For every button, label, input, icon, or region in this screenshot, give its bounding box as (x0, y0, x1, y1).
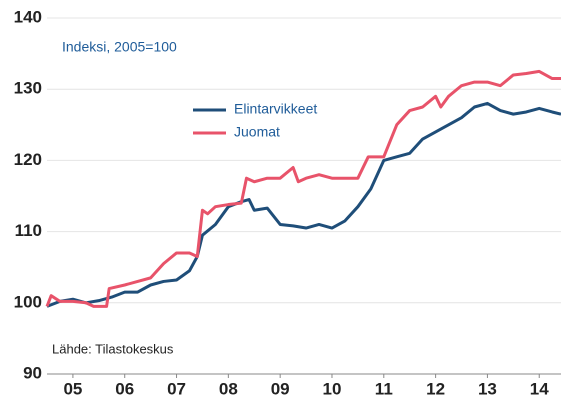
x-tick-label: 08 (219, 379, 238, 398)
legend-label: Elintarvikkeet (234, 101, 317, 117)
x-tick-label: 11 (375, 379, 393, 398)
x-tick-label: 10 (323, 379, 342, 398)
x-tick-label: 12 (426, 379, 445, 398)
y-tick-label: 140 (14, 7, 42, 26)
x-tick-label: 09 (271, 379, 290, 398)
x-tick-label: 05 (63, 379, 82, 398)
y-tick-label: 130 (14, 79, 42, 98)
x-tick-label: 14 (530, 379, 549, 398)
y-tick-label: 100 (14, 292, 42, 311)
source-note: Lähde: Tilastokeskus (52, 341, 174, 356)
x-tick-label: 07 (167, 379, 186, 398)
series-line (46, 101, 561, 308)
series-line (45, 69, 561, 308)
legend-label: Juomat (234, 124, 280, 140)
y-tick-label: 90 (23, 363, 42, 382)
x-tick-label: 13 (478, 379, 497, 398)
x-tick-label: 06 (115, 379, 134, 398)
y-tick-label: 120 (14, 150, 42, 169)
index-note: Indeksi, 2005=100 (62, 39, 177, 55)
y-tick-label: 110 (15, 221, 42, 240)
